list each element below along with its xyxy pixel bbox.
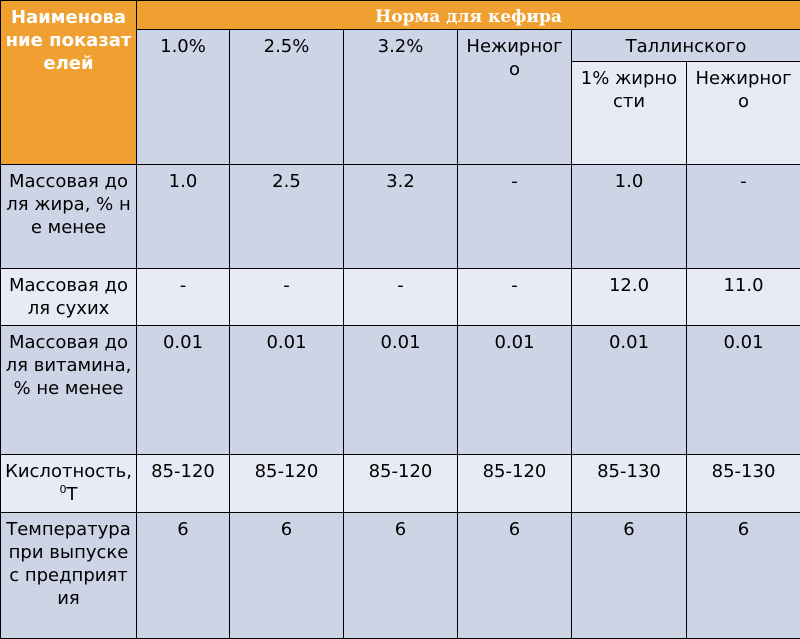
row-label-acidity: Кислотность, 0Т [1, 455, 137, 513]
table-cell: 85-120 [458, 455, 572, 513]
table-cell: 12.0 [572, 269, 687, 326]
header-col-1-0: 1.0% [137, 30, 230, 165]
table-cell: 85-130 [572, 455, 687, 513]
table-row: Температура при выпуске с предприятия 6 … [1, 513, 800, 639]
table-cell: 6 [458, 513, 572, 639]
table-cell: 6 [687, 513, 800, 639]
header-col-3-2: 3.2% [344, 30, 458, 165]
degree-superscript: 0 [60, 483, 67, 496]
header-col-2-5: 2.5% [230, 30, 344, 165]
acidity-label-text: Кислотность, [5, 461, 132, 482]
table-cell: 6 [230, 513, 344, 639]
table-cell: 6 [344, 513, 458, 639]
table-cell: 6 [137, 513, 230, 639]
header-tallinn-1pct: 1% жирности [572, 62, 687, 165]
table-cell: 2.5 [230, 165, 344, 269]
table-cell: - [344, 269, 458, 326]
table-cell: - [137, 269, 230, 326]
table-cell: 1.0 [572, 165, 687, 269]
row-label-temperature: Температура при выпуске с предприятия [1, 513, 137, 639]
table-row: Массовая доля витамина, % не менее 0.01 … [1, 326, 800, 455]
header-col-nonfat: Нежирного [458, 30, 572, 165]
table-cell: 0.01 [344, 326, 458, 455]
table-cell: - [230, 269, 344, 326]
table-cell: 0.01 [137, 326, 230, 455]
table-cell: 0.01 [458, 326, 572, 455]
header-tallinn-nonfat: Нежирного [687, 62, 800, 165]
table-cell: 3.2 [344, 165, 458, 269]
table-cell: 11.0 [687, 269, 800, 326]
table-cell: 0.01 [687, 326, 800, 455]
header-norm-kefir: Норма для кефира [137, 1, 800, 30]
table-cell: 85-120 [344, 455, 458, 513]
row-label-fat: Массовая доля жира, % не менее [1, 165, 137, 269]
table-cell: 1.0 [137, 165, 230, 269]
table-row: Массовая доля жира, % не менее 1.0 2.5 3… [1, 165, 800, 269]
table-cell: 85-120 [230, 455, 344, 513]
table-cell: 85-130 [687, 455, 800, 513]
table-cell: 0.01 [572, 326, 687, 455]
table-cell: 85-120 [137, 455, 230, 513]
table-row: Кислотность, 0Т 85-120 85-120 85-120 85-… [1, 455, 800, 513]
table-cell: - [458, 165, 572, 269]
table-cell: 6 [572, 513, 687, 639]
header-tallinn: Таллинского [572, 30, 800, 62]
acidity-unit: Т [67, 484, 78, 505]
row-label-solids: Массовая доля сухих [1, 269, 137, 326]
row-label-vitamin: Массовая доля витамина, % не менее [1, 326, 137, 455]
table-cell: 0.01 [230, 326, 344, 455]
table-row: Массовая доля сухих - - - - 12.0 11.0 [1, 269, 800, 326]
header-name-column: Наименование показателей [1, 1, 137, 165]
table-cell: - [687, 165, 800, 269]
table-cell: - [458, 269, 572, 326]
